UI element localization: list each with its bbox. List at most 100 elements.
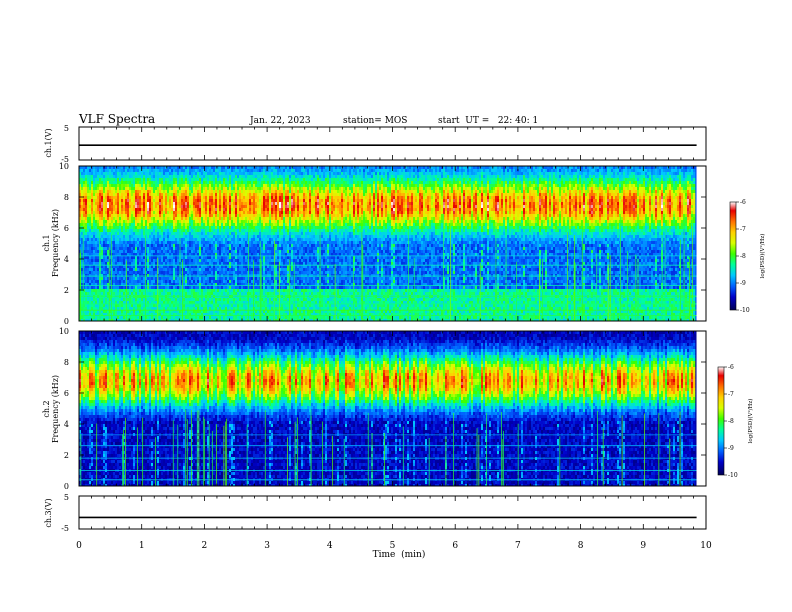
spectrogram-cell xyxy=(245,304,247,307)
spectrogram-cell xyxy=(199,256,201,259)
spectrogram-cell xyxy=(257,193,259,196)
spectrogram-cell xyxy=(245,220,247,223)
spectrogram-cell xyxy=(129,175,131,178)
spectrogram-cell xyxy=(185,208,187,211)
spectrogram-cell xyxy=(131,232,133,235)
spectrogram-cell xyxy=(131,217,133,220)
spectrogram-cell xyxy=(149,259,151,262)
spectrogram-cell xyxy=(115,229,117,232)
ch1-voltage-panel: 5 -5 ch.1(V) xyxy=(44,124,706,164)
spectrogram-cell xyxy=(207,205,209,208)
spectrogram-cell xyxy=(143,232,145,235)
spectrogram-cell xyxy=(123,187,125,190)
spectrogram-cell xyxy=(107,241,109,244)
spectrogram-cell xyxy=(91,259,93,262)
spectrogram-cell xyxy=(159,304,161,307)
spectrogram-cell xyxy=(107,244,109,247)
spectrogram-cell xyxy=(193,280,195,283)
spectrogram-cell xyxy=(127,292,129,295)
spectrogram-cell xyxy=(103,172,105,175)
spectrogram-cell xyxy=(113,175,115,178)
spectrogram-cell xyxy=(199,208,201,211)
spectrogram-cell xyxy=(249,172,251,175)
spectrogram-cell xyxy=(213,316,215,319)
spectrogram-cell xyxy=(231,268,233,271)
spectrogram-cell xyxy=(95,220,97,223)
spectrogram-cell xyxy=(151,286,153,289)
spectrogram-cell xyxy=(113,226,115,229)
spectrogram-cell xyxy=(215,193,217,196)
spectrogram-cell xyxy=(137,202,139,205)
spectrogram-cell xyxy=(85,271,87,274)
spectrogram-cell xyxy=(83,193,85,196)
spectrogram-cell xyxy=(89,289,91,292)
spectrogram-cell xyxy=(207,217,209,220)
spectrogram-cell xyxy=(217,277,219,280)
spectrogram-cell xyxy=(215,235,217,238)
spectrogram-cell xyxy=(175,229,177,232)
spectrogram-cell xyxy=(219,271,221,274)
spectrogram-cell xyxy=(231,295,233,298)
spectrogram-cell xyxy=(225,169,227,172)
spectrogram-cell xyxy=(229,169,231,172)
spectrogram-cell xyxy=(97,232,99,235)
spectrogram-cell xyxy=(227,283,229,286)
spectrogram-cell xyxy=(177,304,179,307)
spectrogram-cell xyxy=(115,283,117,286)
spectrogram-cell xyxy=(227,226,229,229)
spectrogram-cell xyxy=(173,286,175,289)
spectrogram-cell xyxy=(129,217,131,220)
spectrogram-cell xyxy=(255,205,257,208)
spectrogram-cell xyxy=(203,277,205,280)
spectrogram-cell xyxy=(145,208,147,211)
spectrogram-cell xyxy=(99,190,101,193)
spectrogram-cell xyxy=(201,193,203,196)
spectrogram-cell xyxy=(265,208,267,211)
spectrogram-cell xyxy=(181,196,183,199)
spectrogram-cell xyxy=(171,292,173,295)
spectrogram-cell xyxy=(253,187,255,190)
spectrogram-cell xyxy=(227,178,229,181)
spectrogram-cell xyxy=(237,256,239,259)
spectrogram-cell xyxy=(223,175,225,178)
spectrogram-cell xyxy=(237,199,239,202)
spectrogram-cell xyxy=(179,169,181,172)
spectrogram-cell xyxy=(249,193,251,196)
spectrogram-cell xyxy=(193,220,195,223)
spectrogram-cell xyxy=(207,181,209,184)
spectrogram-cell xyxy=(159,232,161,235)
spectrogram-cell xyxy=(245,244,247,247)
spectrogram-cell xyxy=(117,199,119,202)
spectrogram-cell xyxy=(91,208,93,211)
spectrogram-cell xyxy=(223,238,225,241)
spectrogram-cell xyxy=(181,184,183,187)
spectrogram-cell xyxy=(237,247,239,250)
spectrogram-cell xyxy=(265,226,267,229)
spectrogram-cell xyxy=(81,190,83,193)
spectrogram-cell xyxy=(241,286,243,289)
spectrogram-cell xyxy=(201,316,203,319)
spectrogram-cell xyxy=(127,202,129,205)
spectrogram-cell xyxy=(137,268,139,271)
spectrogram-cell xyxy=(93,298,95,301)
spectrogram-cell xyxy=(197,286,199,289)
spectrogram-cell xyxy=(255,259,257,262)
spectrogram-cell xyxy=(143,247,145,250)
spectrogram-cell xyxy=(229,238,231,241)
spectrogram-cell xyxy=(213,235,215,238)
spectrogram-cell xyxy=(241,175,243,178)
spectrogram-cell xyxy=(105,247,107,250)
spectrogram-cell xyxy=(127,256,129,259)
spectrogram-cell xyxy=(101,193,103,196)
spectrogram-cell xyxy=(203,235,205,238)
spectrogram-cell xyxy=(235,280,237,283)
spectrogram-cell xyxy=(193,241,195,244)
spectrogram-cell xyxy=(147,196,149,199)
spectrogram-cell xyxy=(93,229,95,232)
spectrogram-cell xyxy=(233,202,235,205)
spectrogram-cell xyxy=(171,235,173,238)
spectrogram-cell xyxy=(139,286,141,289)
spectrogram-cell xyxy=(117,283,119,286)
spectrogram-cell xyxy=(251,277,253,280)
spectrogram-cell xyxy=(229,289,231,292)
